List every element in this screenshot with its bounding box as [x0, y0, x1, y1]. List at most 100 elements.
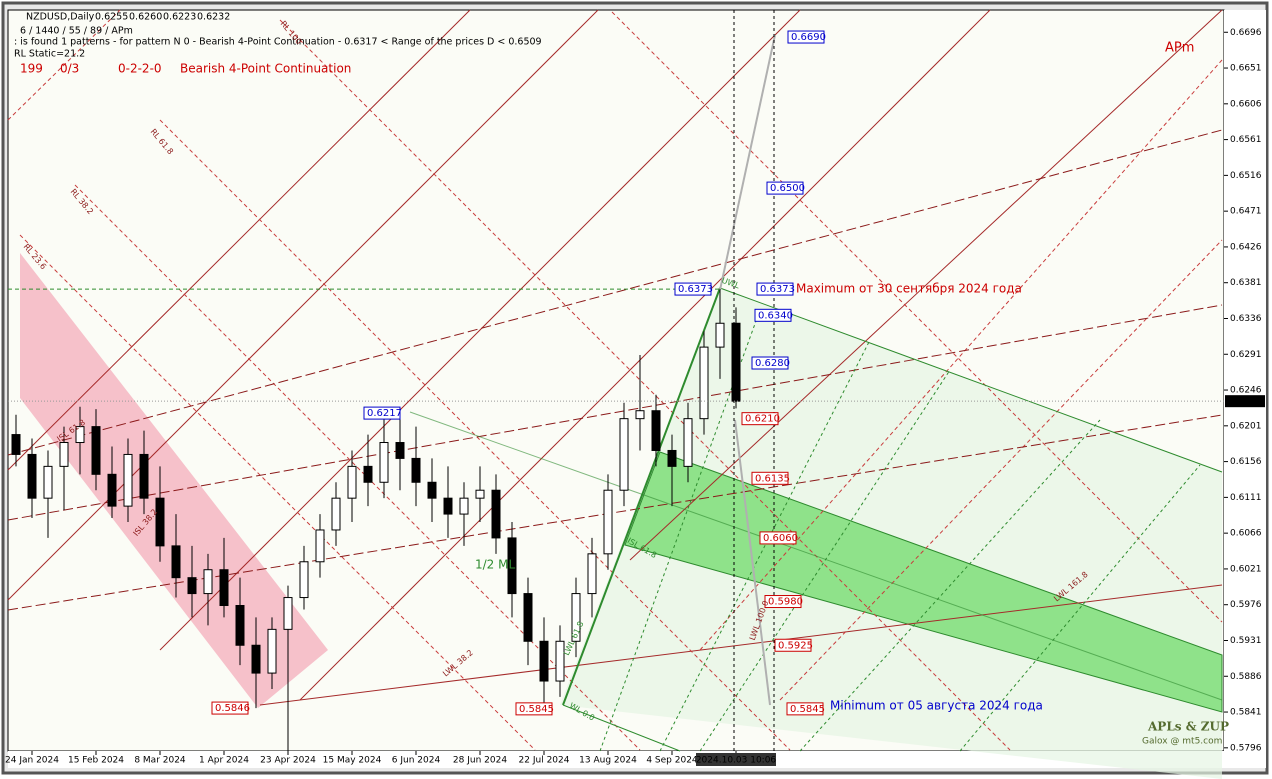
y-tick-label: 0.6516	[1230, 171, 1262, 181]
price-label: 0.6217	[367, 408, 402, 419]
candle-body	[395, 442, 405, 459]
candle-body	[11, 434, 21, 455]
y-tick-label: 0.6021	[1230, 564, 1262, 574]
x-tick-label: 13 Aug 2024	[579, 756, 637, 766]
candle-body	[139, 453, 149, 499]
y-tick-label: 0.5796	[1230, 743, 1262, 753]
price-label-box	[754, 308, 792, 322]
price-label-box	[759, 531, 797, 545]
candle-body	[379, 442, 389, 483]
annotation: 1/2 ML	[475, 558, 515, 572]
y-tick-label: 0.6336	[1230, 314, 1262, 324]
price-label-box	[741, 412, 779, 426]
y-tick-label: 0.6561	[1230, 135, 1262, 145]
candle-body	[187, 577, 197, 595]
y-tick-label: 0.6606	[1230, 99, 1262, 109]
x-tick-label: 6 Jun 2024	[392, 756, 441, 766]
current-price-box	[1225, 395, 1265, 408]
candle-body	[155, 497, 165, 547]
rl-line	[299, 9, 991, 701]
rl-dash	[7, 9, 121, 121]
candle-body	[523, 593, 533, 642]
candle-body	[619, 418, 629, 491]
current-price-label: 0.6232	[1229, 397, 1261, 407]
median-line	[409, 411, 1223, 701]
y-tick-label: 0.6471	[1230, 207, 1262, 217]
y-tick-label: 0.6696	[1230, 28, 1262, 38]
candle-body	[635, 410, 645, 420]
x-tick-label: 4 Sep 2024	[646, 756, 698, 766]
current-time-box	[696, 753, 776, 766]
price-label: 0.6340	[758, 310, 793, 321]
candle-body	[75, 426, 85, 444]
candle-body	[331, 497, 341, 531]
candle-body	[699, 346, 709, 420]
price-label: 0.5845	[790, 704, 825, 715]
x-tick-label: 15 Feb 2024	[68, 756, 124, 766]
candle-body	[507, 537, 517, 595]
price-label: 0.6500	[770, 183, 805, 194]
ml-line	[7, 304, 1223, 521]
price-label-box	[764, 595, 802, 609]
x-tick-label: 15 May 2024	[323, 756, 382, 766]
status: 199	[20, 62, 43, 76]
fan-line	[959, 464, 1201, 752]
candle-body	[299, 561, 309, 599]
rl-line	[259, 584, 1223, 706]
y-tick-label: 0.6426	[1230, 242, 1262, 252]
red-dashed-lines	[7, 9, 1223, 751]
candle-body	[731, 322, 741, 402]
info-line: : is found 1 patterns - for pattern N 0 …	[14, 37, 542, 48]
x-tick-label: 23 Apr 2024	[260, 756, 316, 766]
candle-body	[251, 644, 261, 674]
price-label-box	[363, 406, 401, 420]
price-label-box	[674, 282, 712, 296]
candle-body	[267, 628, 277, 674]
candle-body	[539, 640, 549, 682]
candle-body	[107, 473, 117, 507]
candle-body	[459, 497, 469, 515]
candle-body	[203, 569, 213, 595]
price-label: 0.6280	[755, 358, 790, 369]
x-tick-label: 1 Apr 2024	[199, 756, 249, 766]
status: Bearish 4-Point Continuation	[180, 62, 351, 76]
candle-body	[667, 449, 677, 467]
header-price: 0.6255	[95, 12, 128, 23]
candle-body	[651, 410, 661, 451]
y-tick-label: 0.6291	[1230, 350, 1262, 360]
rl-dash	[611, 11, 1223, 623]
price-label: 0.6060	[763, 533, 798, 544]
fan-line	[659, 339, 871, 752]
pink-channel	[20, 253, 328, 708]
header-price: 0.6260	[129, 12, 162, 23]
candle-body	[571, 593, 581, 642]
y-tick-label: 0.6651	[1230, 64, 1262, 74]
price-label: 0.5925	[778, 640, 813, 651]
y-tick-label: 0.6111	[1230, 493, 1262, 503]
candle-body	[59, 442, 69, 467]
annotation: Maximum от 30 сентября 2024 года	[796, 282, 1022, 296]
price-label-box	[756, 282, 794, 296]
candle-body	[363, 465, 373, 483]
candle-body	[43, 465, 53, 499]
price-label-box	[786, 702, 824, 716]
header-price: 0.6232	[197, 12, 230, 23]
candle-body	[587, 553, 597, 595]
rl-line	[7, 9, 471, 471]
candle-body	[91, 426, 101, 475]
status: 0/3	[60, 62, 79, 76]
candle-body	[427, 481, 437, 499]
price-label: 0.5980	[768, 597, 803, 608]
y-tick-label: 0.6381	[1230, 278, 1262, 288]
price-label: 0.6210	[745, 414, 780, 425]
price-label: 0.6373	[760, 284, 795, 295]
price-label-box	[751, 471, 789, 485]
annotation: Minimum от 05 августа 2024 года	[830, 699, 1043, 713]
price-label: 0.5846	[215, 703, 250, 714]
candle-body	[283, 597, 293, 630]
rl-line	[629, 9, 1223, 561]
candle-body	[235, 605, 245, 646]
info-line: 6 / 1440 / 55 / 89 / APm	[20, 26, 133, 37]
